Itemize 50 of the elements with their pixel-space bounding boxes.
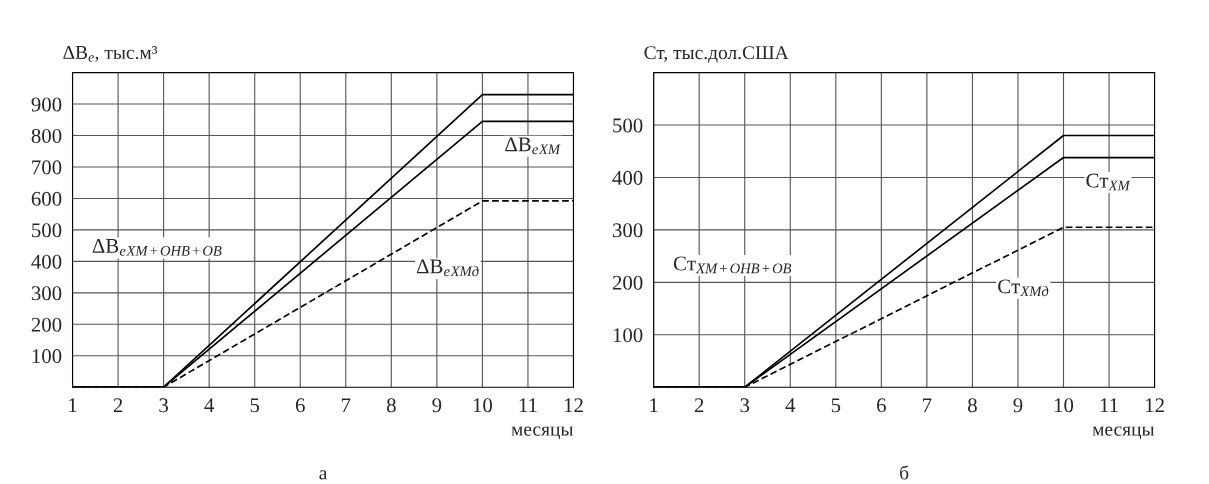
- x-axis-title: месяцы: [511, 426, 574, 440]
- x-tick-label: 2: [113, 398, 123, 413]
- x-tick-label: 5: [831, 398, 841, 413]
- y-tick-label: 900: [31, 97, 62, 112]
- text: ΔB$_{eХМ+ОНВ+ОВ}$: [92, 238, 222, 256]
- y-tick-label: 600: [31, 191, 62, 206]
- y-tick-label: 700: [32, 160, 62, 175]
- y-tick-label: 400: [31, 254, 62, 269]
- y-axis-title: Ст, тыс.дол.США: [644, 46, 789, 63]
- y-tick-label: 400: [612, 170, 643, 185]
- text: Ст$_{ХМ+ОНВ+ОВ}$: [673, 256, 792, 274]
- x-tick-label: 6: [877, 398, 886, 413]
- y-tick-label: 500: [32, 223, 62, 238]
- x-tick-label: 10: [1054, 398, 1074, 413]
- x-tick-label: 3: [159, 398, 169, 413]
- x-tick-label: 9: [432, 398, 442, 413]
- x-tick-label: 11: [519, 398, 537, 413]
- series-label: ΔB$_{eХМд}$: [416, 259, 479, 277]
- text: б: [900, 465, 909, 480]
- x-tick-label: 4: [204, 398, 215, 413]
- x-tick-label: 7: [923, 398, 932, 413]
- series-label: Ст$_{ХМд}$: [998, 279, 1049, 297]
- y-tick-label: 800: [31, 128, 62, 143]
- series-label: ΔB$_{eХМ}$: [505, 137, 561, 155]
- x-tick-label: 1: [69, 398, 77, 413]
- y-tick-label: 200: [612, 275, 643, 290]
- x-tick-label: 10: [473, 398, 493, 413]
- x-tick-label: 7: [341, 398, 351, 413]
- x-tick-label: 9: [1013, 398, 1023, 413]
- y-tick-label: 500: [613, 118, 643, 133]
- y-tick-label: 200: [31, 317, 62, 332]
- y-tick-label: 100: [613, 328, 643, 343]
- text: а: [319, 470, 328, 480]
- x-tick-label: 5: [250, 398, 260, 413]
- x-tick-label: 12: [564, 398, 583, 413]
- x-tick-label: 3: [740, 398, 750, 413]
- y-tick-label: 100: [32, 349, 62, 364]
- y-tick-label: 300: [31, 286, 62, 301]
- y-axis-title: ΔB$_{e}$, тыс.м³: [63, 45, 158, 62]
- y-tick-label: 300: [612, 223, 643, 238]
- x-tick-label: 2: [694, 398, 704, 413]
- x-tick-label: 6: [295, 398, 305, 413]
- x-tick-label: 8: [968, 398, 977, 413]
- x-tick-label: 8: [386, 398, 396, 413]
- x-tick-label: 4: [785, 398, 796, 413]
- series-label: Ст$_{ХМ}$: [1086, 173, 1131, 191]
- x-tick-label: 1: [650, 398, 658, 413]
- x-tick-label: 11: [1100, 398, 1118, 413]
- x-axis-title: месяцы: [1092, 426, 1155, 440]
- x-tick-label: 12: [1146, 398, 1164, 413]
